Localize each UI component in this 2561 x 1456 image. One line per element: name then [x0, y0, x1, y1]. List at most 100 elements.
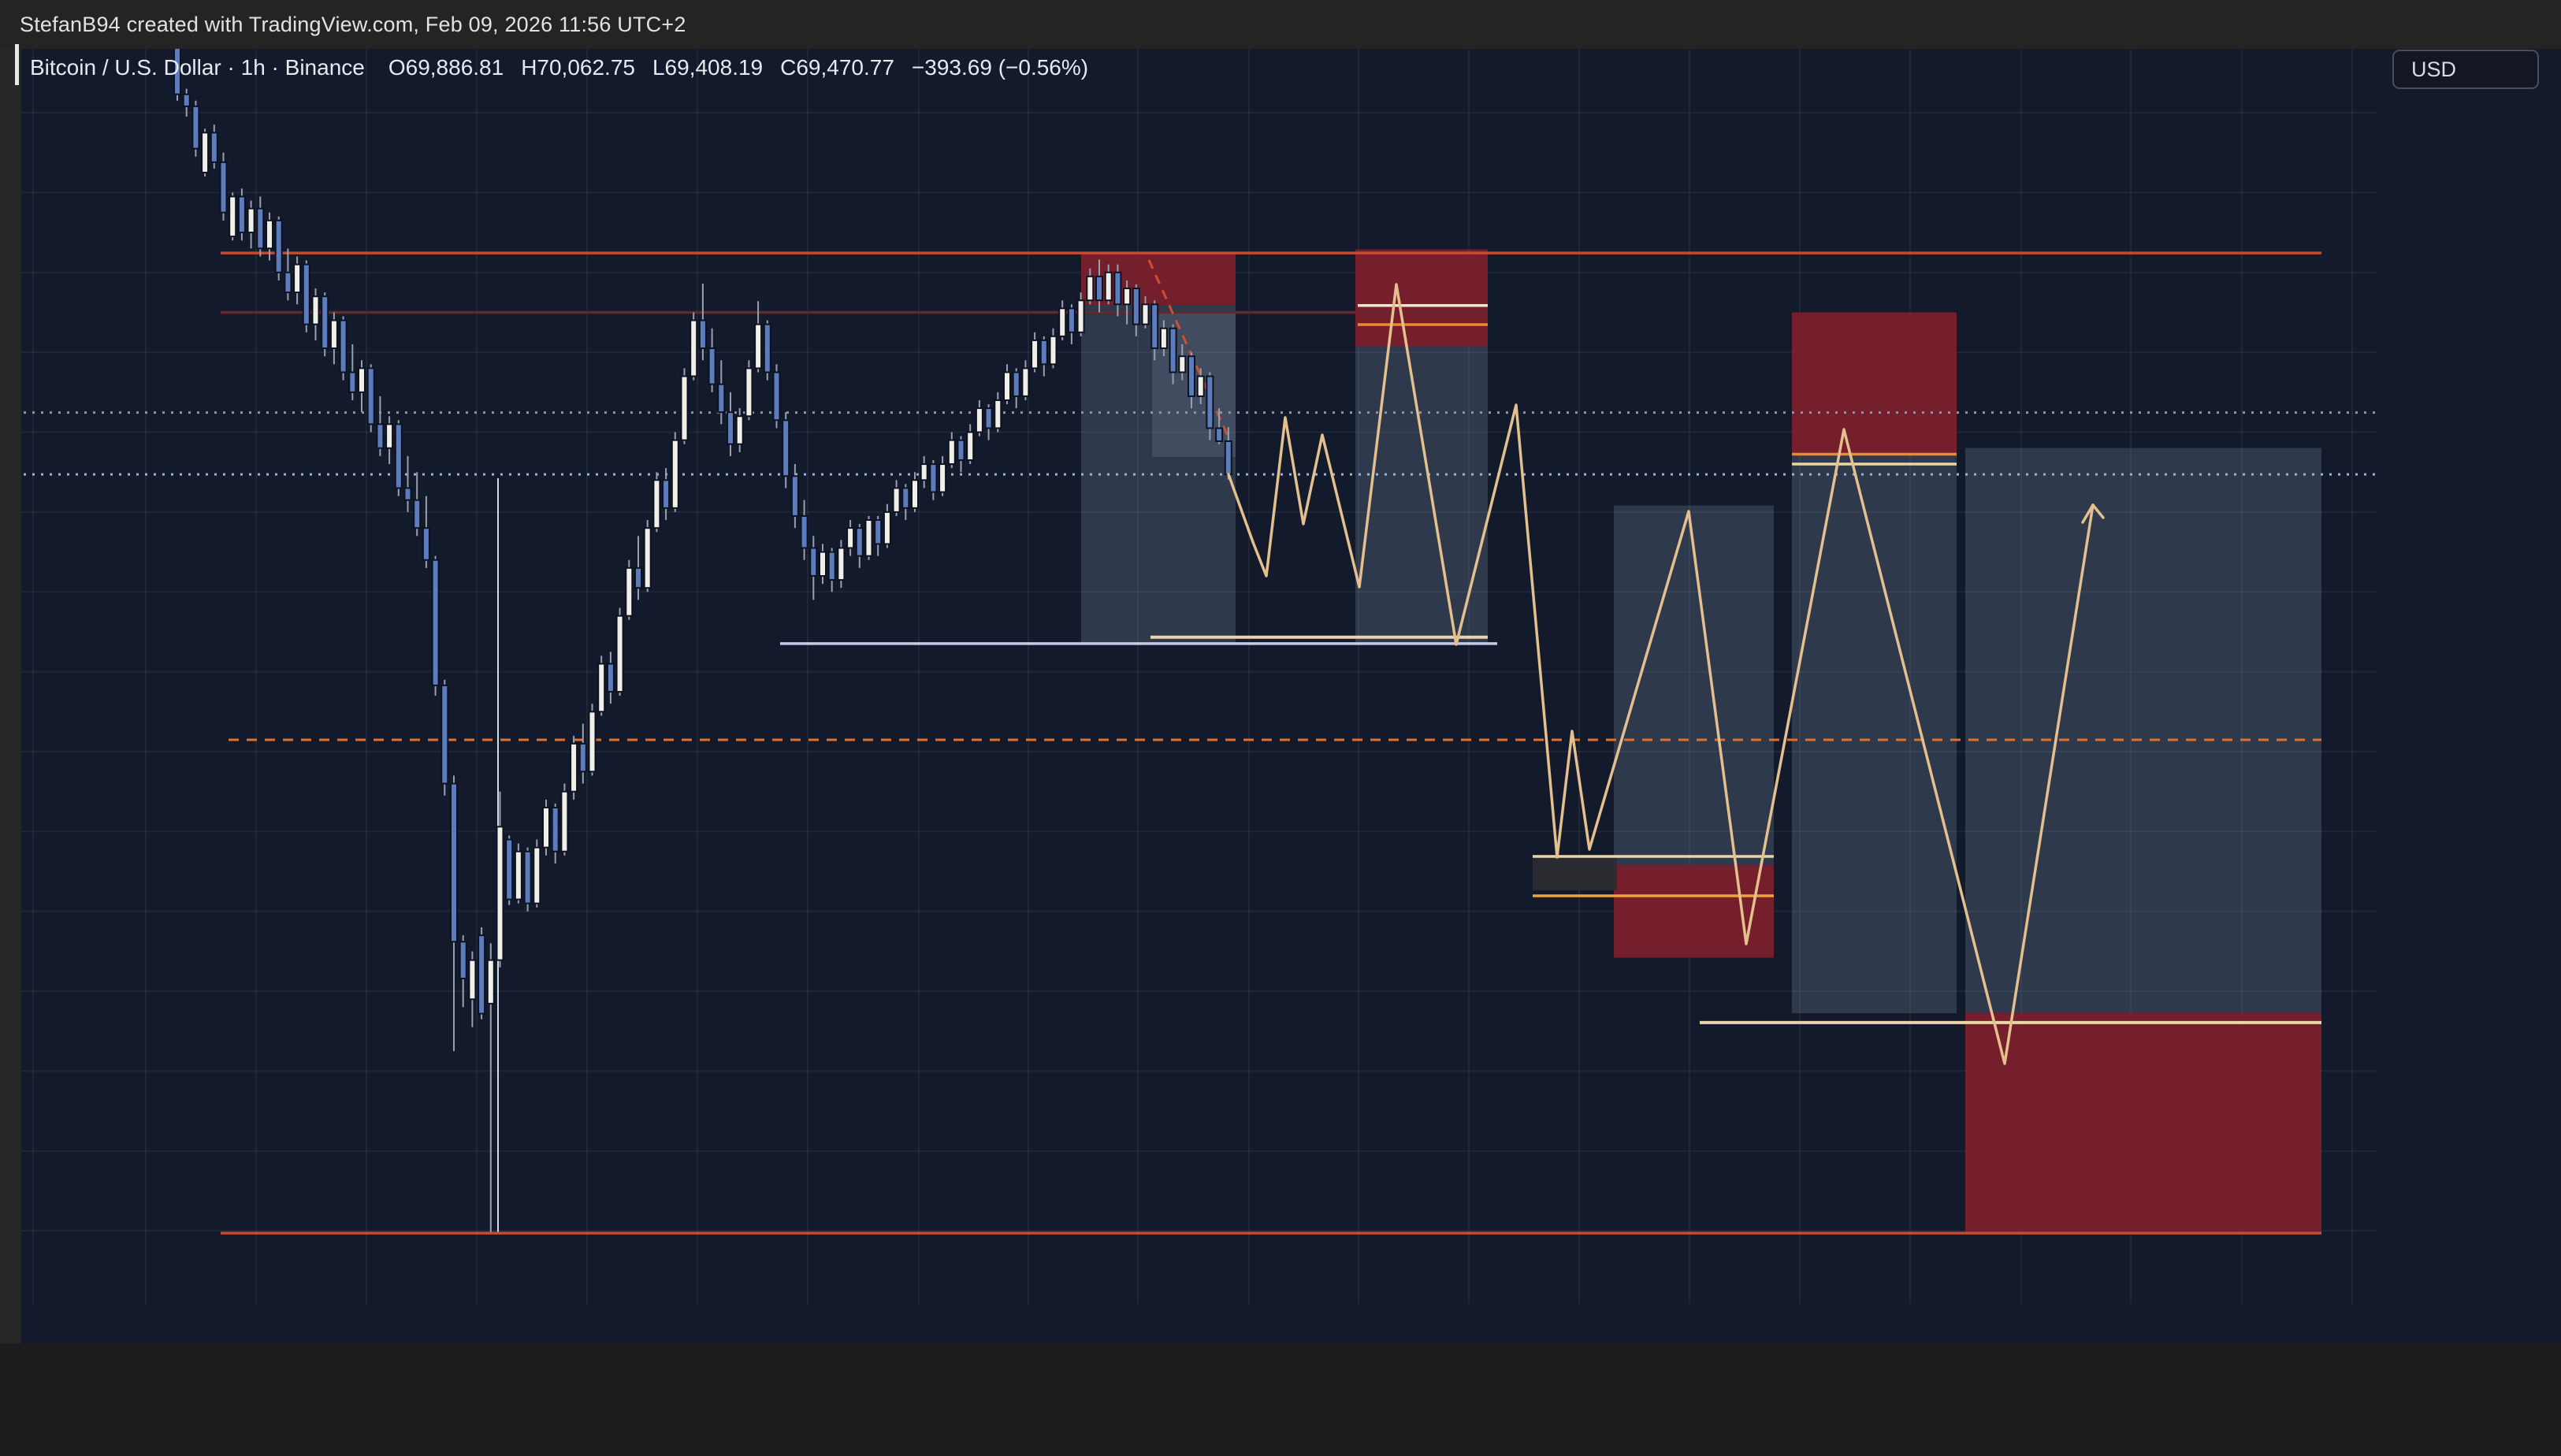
candle-body	[837, 547, 846, 581]
candle-body	[505, 838, 514, 901]
candle	[901, 484, 910, 521]
candle-body	[431, 559, 440, 686]
candle-body	[468, 959, 477, 1001]
dark-box-day11[interactable]	[1533, 856, 1617, 890]
candle	[311, 288, 320, 340]
candle-body	[366, 367, 375, 425]
candle-body	[883, 511, 891, 545]
candle-body	[542, 806, 550, 849]
candle-body	[274, 219, 283, 273]
candle-body	[1215, 427, 1224, 442]
projection-zone[interactable]	[1965, 448, 2321, 1013]
candle-body	[440, 684, 449, 785]
candle	[256, 196, 265, 257]
ohlc-high: H70,062.75	[521, 55, 635, 80]
candle-body	[717, 383, 726, 414]
candle-body	[966, 431, 975, 461]
trend-dashed[interactable]	[1147, 259, 1232, 444]
candle	[1086, 268, 1095, 305]
price-change: −393.69 (−0.56%)	[911, 55, 1089, 80]
candle	[293, 256, 302, 305]
candle	[413, 472, 422, 537]
candle-body	[478, 934, 486, 1015]
candle	[302, 260, 310, 332]
candle	[1031, 332, 1039, 373]
candle-body	[311, 295, 320, 325]
candle-body	[302, 263, 310, 325]
candle-body	[1169, 327, 1177, 373]
candle-body	[219, 161, 228, 214]
demand-zone-day11[interactable]	[1614, 865, 1774, 958]
candle-body	[864, 519, 873, 557]
candle	[763, 320, 771, 381]
candle-body	[597, 663, 606, 713]
candle-body	[1039, 339, 1048, 366]
candle	[329, 312, 338, 365]
candle-body	[1196, 375, 1205, 397]
candle-body	[376, 423, 385, 449]
chart-pane[interactable]	[21, 43, 2377, 1304]
candle	[478, 927, 486, 1020]
projected-price-path[interactable]	[1227, 283, 2095, 1065]
candle-body	[892, 487, 901, 513]
candle	[173, 49, 181, 101]
candle	[800, 500, 808, 560]
ohlc-close: C69,470.77	[780, 55, 894, 80]
candle	[717, 360, 726, 425]
candle	[505, 835, 514, 905]
candle	[883, 503, 891, 548]
supply-zone-day10[interactable]	[1355, 249, 1488, 347]
fib-zone-day10[interactable]	[1355, 347, 1488, 643]
candle-body	[570, 742, 578, 793]
candle-body	[237, 195, 246, 234]
demand-zone-day11-upper[interactable]	[1614, 505, 1774, 866]
candle	[385, 416, 394, 465]
candle	[403, 455, 412, 512]
symbol-header[interactable]: Bitcoin / U.S. Dollar · 1h · Binance O69…	[30, 52, 1106, 84]
candle	[727, 392, 734, 456]
currency-toggle-button[interactable]: USD	[2392, 50, 2539, 89]
candle	[947, 432, 956, 469]
candle	[1058, 300, 1067, 340]
candle	[1206, 372, 1214, 440]
candle	[772, 364, 781, 429]
candle	[984, 404, 993, 440]
candle	[615, 607, 624, 696]
candle-body	[578, 742, 587, 773]
candle-body	[819, 551, 827, 577]
candle-body	[782, 419, 790, 477]
candle-body	[1012, 371, 1020, 397]
candle	[551, 803, 559, 864]
fib-zone-day12[interactable]	[1792, 454, 1957, 1013]
candle	[874, 515, 883, 556]
candle	[790, 464, 799, 529]
candle	[588, 704, 597, 776]
candle	[578, 723, 587, 784]
candle-body	[385, 423, 394, 449]
symbol-title[interactable]: Bitcoin / U.S. Dollar · 1h · Binance	[30, 55, 365, 80]
candle	[1113, 264, 1122, 317]
supply-zone-day12[interactable]	[1792, 312, 1957, 455]
attribution-bar: StefanB94 created with TradingView.com, …	[0, 0, 2561, 49]
candle-body	[1021, 367, 1030, 397]
candle-body	[984, 407, 993, 429]
candle	[440, 679, 449, 796]
candle	[745, 360, 753, 421]
candle	[1123, 280, 1132, 325]
candle-body	[348, 371, 357, 393]
candle	[284, 248, 292, 301]
candle-body	[827, 551, 836, 581]
candle	[514, 843, 522, 904]
candle	[929, 459, 938, 500]
candle	[422, 496, 430, 568]
fib-zone-day9[interactable]	[1081, 305, 1236, 643]
candle-body	[920, 463, 928, 481]
candle	[1003, 364, 1011, 405]
demand-zone-day13[interactable]	[1965, 1012, 2321, 1234]
candle-body	[671, 439, 679, 509]
path-arrowhead	[2091, 503, 2105, 519]
candle	[939, 455, 947, 496]
candle-body	[450, 782, 458, 943]
